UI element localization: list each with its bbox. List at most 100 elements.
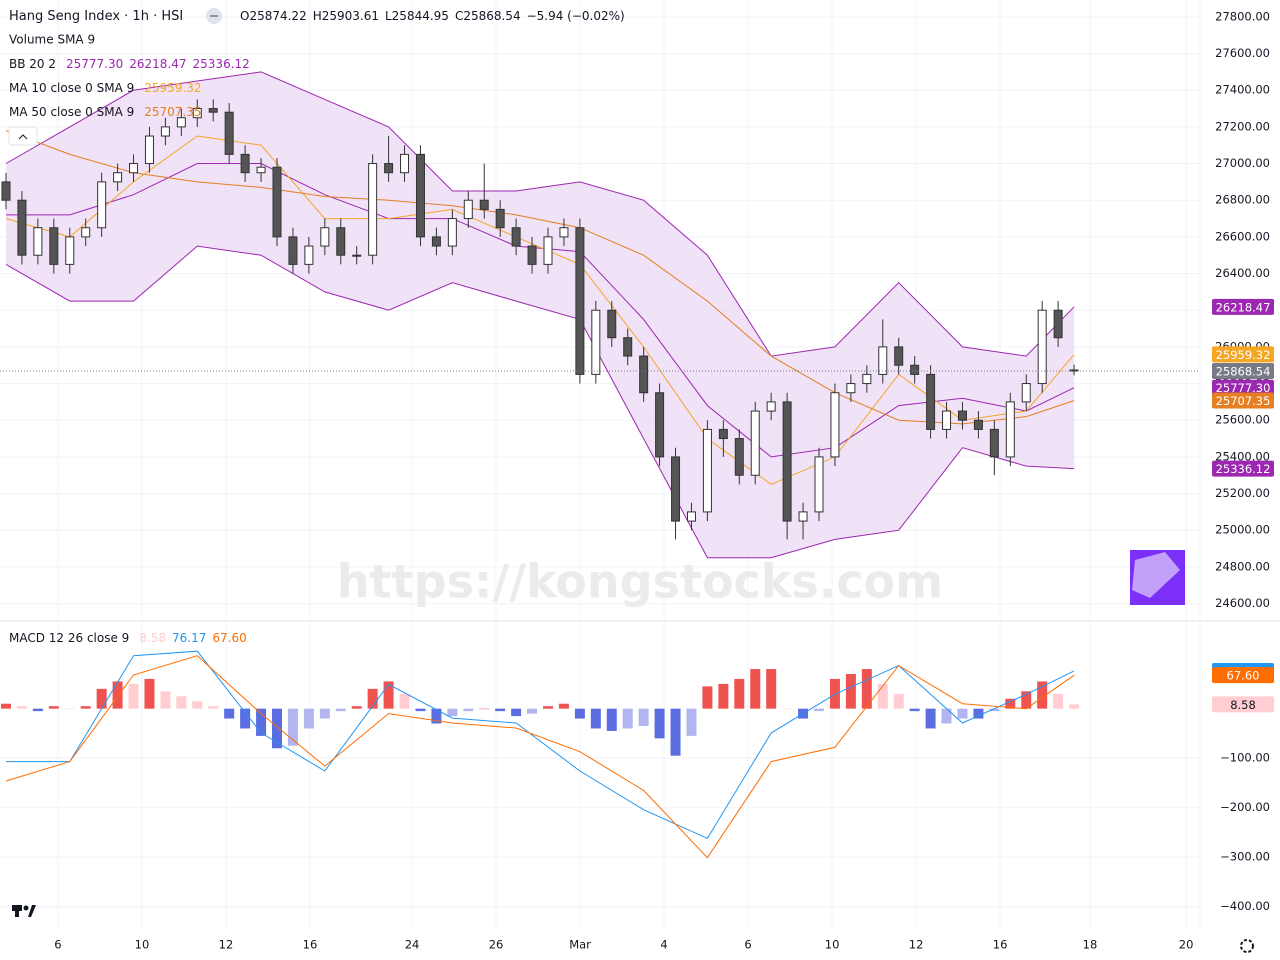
histogram-bar: [351, 706, 362, 709]
histogram-bar: [224, 708, 235, 719]
macd-line: [5, 655, 1075, 859]
price-badge-label: 26218.47: [1216, 300, 1271, 314]
histogram-bar: [256, 708, 267, 736]
logo-part: [23, 905, 29, 911]
x-tick-label: 18: [1083, 938, 1098, 952]
histogram-bar: [1069, 704, 1080, 709]
y-tick-label: 27200.00: [1215, 119, 1270, 133]
ma50-legend: MA 50 close 0 SMA 9 25707.35: [9, 105, 202, 119]
ohlc-legend: O25874.22 H25903.61 L25844.95 C25868.54 −5.9…: [240, 9, 625, 23]
candle-body: [607, 309, 617, 339]
histogram-bar: [782, 708, 793, 710]
ohlc-value: O25874.22: [240, 9, 307, 23]
histogram-bar: [622, 708, 633, 729]
histogram-bar: [144, 678, 155, 709]
volume-legend: Volume SMA 9: [9, 33, 95, 47]
histogram-bar: [303, 708, 314, 729]
candle-body: [910, 364, 920, 375]
candle-body: [543, 236, 553, 265]
logo-part: [28, 905, 36, 917]
legend-value: 76.17: [172, 631, 206, 645]
histogram-bar: [527, 708, 538, 714]
price-badge-label: 67.60: [1227, 669, 1260, 683]
candle-body: [973, 419, 983, 430]
collapse-button[interactable]: [8, 126, 38, 146]
candle-body: [750, 410, 760, 476]
x-tick-label: 10: [135, 938, 150, 952]
histogram-bar: [925, 708, 936, 729]
candle-body: [400, 153, 410, 174]
histogram-bar: [240, 708, 251, 729]
y-tick-label: 27000.00: [1215, 156, 1270, 170]
candle-body: [224, 111, 234, 155]
y-tick-label: −200.00: [1220, 800, 1270, 814]
histogram-bar: [1053, 693, 1064, 709]
candle-body: [463, 199, 473, 220]
candle-body: [240, 153, 250, 174]
histogram-bar: [750, 669, 761, 709]
histogram-bar: [511, 708, 522, 717]
candle-body: [511, 227, 521, 247]
histogram-bar: [128, 683, 139, 709]
legend-name: MA 50 close 0 SMA 9: [9, 105, 134, 119]
histogram-bar: [160, 691, 171, 709]
y-tick-label: 26800.00: [1215, 193, 1270, 207]
candle-body: [352, 254, 362, 257]
price-badge: [1212, 379, 1274, 396]
histogram-bar: [399, 693, 410, 709]
histogram-bar: [367, 688, 378, 709]
candle-body: [1005, 401, 1015, 458]
candle-body: [862, 373, 872, 385]
candle-body: [320, 227, 330, 247]
x-tick-label: 24: [405, 938, 420, 952]
candle-body: [176, 117, 186, 128]
candle-body: [878, 346, 888, 375]
candle-body: [942, 410, 952, 430]
ohlc-value: C25868.54: [455, 9, 521, 23]
price-badge-label: 25777.30: [1216, 381, 1271, 395]
candle-body: [894, 346, 904, 366]
x-tick-label: 20: [1179, 938, 1194, 952]
legend-name: MACD 12 26 close 9: [9, 631, 129, 645]
histogram-bar: [32, 708, 43, 712]
candle-body: [384, 163, 394, 174]
y-tick-label: 25200.00: [1215, 486, 1270, 500]
candle-body: [1, 181, 11, 201]
histogram-bar: [415, 708, 426, 712]
histogram-bar: [96, 688, 107, 709]
histogram-bar: [463, 708, 474, 712]
histogram-bar: [16, 706, 27, 709]
settings-icon[interactable]: [1240, 939, 1254, 953]
y-tick-label: −400.00: [1220, 899, 1270, 913]
price-badge: [1212, 362, 1274, 379]
candle-body: [144, 135, 154, 165]
price-badge: [1212, 298, 1274, 315]
candle-body: [575, 227, 585, 375]
x-tick-label: 12: [909, 938, 924, 952]
y-tick-label: 24800.00: [1215, 559, 1270, 573]
legend-value: 25959.32: [144, 81, 201, 95]
legend-value: 25336.12: [193, 57, 250, 71]
histogram-bar: [383, 681, 394, 709]
macd-line: [6, 650, 1075, 840]
legend-value: 8.58: [139, 631, 166, 645]
bb-legend: BB 20 2 25777.30 26218.47 25336.12: [9, 57, 250, 71]
y-tick-label: 27800.00: [1215, 9, 1270, 23]
histogram-bar: [495, 708, 506, 712]
ohlc-value: L25844.95: [385, 9, 449, 23]
candle-body: [495, 208, 505, 229]
histogram-bar: [80, 706, 91, 709]
candle-body: [1053, 309, 1063, 339]
histogram-bar: [877, 683, 888, 709]
candle-body: [623, 337, 633, 357]
histogram-bar: [431, 708, 442, 724]
marks: [0, 99, 1200, 859]
ma10-legend: MA 10 close 0 SMA 9 25959.32: [9, 81, 202, 95]
candle-body: [846, 383, 856, 394]
candle-body: [368, 163, 378, 256]
histogram-bar: [814, 708, 825, 712]
histogram-bar: [606, 708, 617, 731]
histogram-bar: [64, 708, 75, 710]
candle-body: [671, 456, 681, 522]
y-tick-label: 25000.00: [1215, 523, 1270, 537]
